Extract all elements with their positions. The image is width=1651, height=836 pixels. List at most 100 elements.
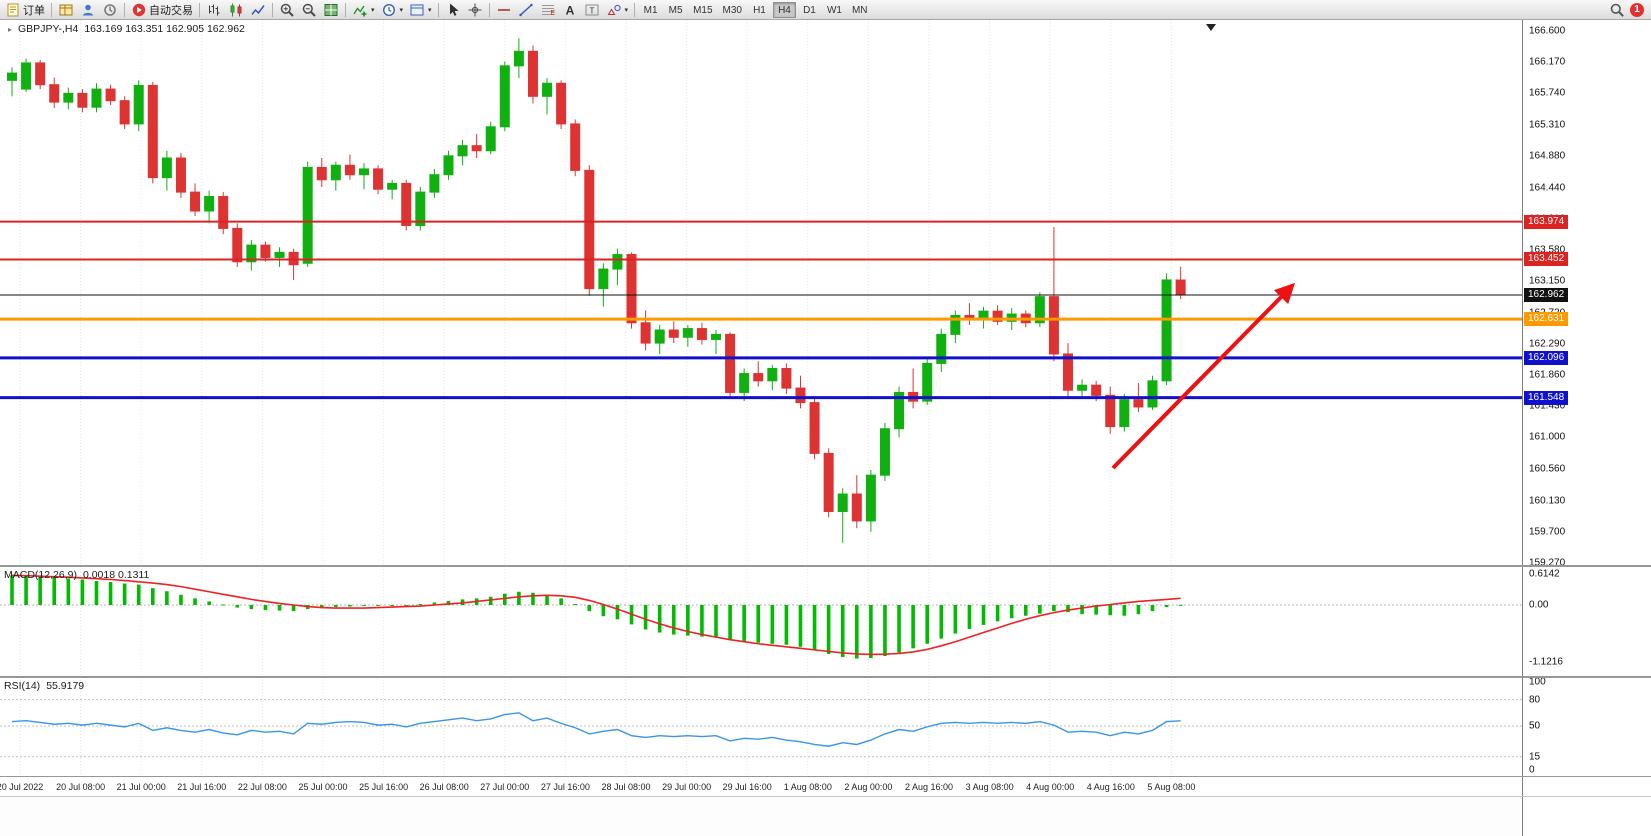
price-axis-label: 165.310 (1529, 119, 1566, 131)
templates-button[interactable]: ▾ (406, 1, 435, 19)
trendline-button[interactable] (515, 1, 537, 19)
candle-body (91, 88, 102, 108)
timeframe-h4-button[interactable]: H4 (772, 1, 796, 18)
line-chart-icon (250, 2, 266, 18)
tile-windows-button[interactable] (320, 1, 342, 19)
price-axis-label: 166.600 (1529, 25, 1566, 37)
candlestick-chart-button[interactable] (225, 1, 247, 19)
candle-body (894, 391, 905, 430)
vertical-gridlines (19, 566, 1172, 676)
candle-body (1077, 384, 1088, 391)
line-chart-button[interactable] (247, 1, 269, 19)
cursor-button[interactable] (442, 1, 464, 19)
notification-badge[interactable]: 1 (1630, 2, 1644, 17)
time-axis-label: 25 Jul 00:00 (298, 782, 348, 792)
candle-body (344, 164, 355, 176)
candle-body (260, 244, 271, 258)
scroll-to-end-marker-icon[interactable] (1206, 24, 1216, 31)
indicators-icon (352, 2, 368, 18)
periods-button[interactable]: ▾ (378, 1, 407, 19)
charts-button[interactable] (55, 1, 77, 19)
candle-body (457, 145, 468, 157)
text-icon: A (562, 2, 578, 18)
time-axis-label: 20 Jul 2022 (0, 782, 44, 792)
candle-body (1133, 399, 1144, 408)
macd-svg (0, 566, 1522, 676)
zoom-out-button[interactable] (298, 1, 320, 19)
timeframe-m5-button[interactable]: M5 (668, 4, 683, 16)
price-tag-162.631: 162.631 (1524, 312, 1569, 327)
zoom-in-button[interactable] (276, 1, 298, 19)
timeframe-h1-button[interactable]: H1 (753, 4, 766, 16)
ohlc-values: 163.169 163.351 162.905 162.962 (84, 23, 245, 35)
time-axis[interactable]: 20 Jul 2022 20 Jul 08:00 21 Jul 00:00 21 Ju… (0, 777, 1522, 796)
panel-splitter[interactable] (0, 565, 1651, 567)
candle-body (781, 367, 792, 389)
trend-arrow[interactable] (1111, 282, 1296, 470)
macd-axis-label: 0.00 (1529, 599, 1549, 611)
crosshair-button[interactable] (464, 1, 486, 19)
time-axis-label: 5 Aug 08:00 (1147, 782, 1196, 792)
candle-body (598, 268, 609, 290)
timeframe-m15-button[interactable]: M15 (693, 4, 713, 16)
timeframe-m1-button[interactable]: M1 (643, 4, 658, 16)
price-chart-svg[interactable] (0, 20, 1522, 566)
time-axis-label: 20 Jul 08:00 (56, 782, 106, 792)
profile-icon (80, 2, 96, 18)
macd-histogram (10, 575, 1183, 659)
macd-header: MACD(12,26,9) 0.0018 0.1311 (4, 569, 149, 581)
price-tag-162.096: 162.096 (1524, 350, 1569, 365)
price-axis-label: 161.860 (1529, 369, 1566, 381)
candle-body (35, 62, 46, 86)
candle-body (443, 155, 454, 176)
text-label-button[interactable]: T (581, 1, 603, 19)
candle-body (218, 195, 229, 229)
candle-body (668, 329, 679, 338)
refresh-button[interactable] (99, 1, 121, 19)
toolbar-separator (345, 2, 346, 17)
svg-text:E: E (550, 10, 555, 17)
panel-splitter[interactable] (0, 676, 1651, 678)
bottom-strip (0, 797, 1651, 836)
candle-body (626, 254, 637, 324)
price-axis-label: 166.170 (1529, 56, 1566, 68)
candle-body (373, 168, 384, 190)
search-icon[interactable] (1609, 2, 1625, 18)
rsi-line (11, 712, 1181, 747)
candle-body (429, 174, 440, 193)
timeframe-d1-button[interactable]: D1 (803, 4, 816, 16)
price-axis-label: 164.880 (1529, 150, 1566, 162)
candle-body (809, 402, 820, 454)
price-tag-163.974: 163.974 (1524, 214, 1569, 229)
one-click-trading-toggle[interactable]: ▸ (8, 24, 13, 34)
candle-body (879, 428, 890, 476)
candle-body (147, 84, 158, 179)
auto-trading-button[interactable]: 自动交易 (128, 1, 196, 19)
bar-chart-button[interactable] (203, 1, 225, 19)
zoom-out-icon (301, 2, 317, 18)
timeframe-w1-button[interactable]: W1 (826, 4, 842, 16)
dropdown-caret-icon: ▾ (624, 6, 629, 14)
candle-body (499, 65, 510, 128)
rsi-panel[interactable]: RSI(14) 55.9179 (0, 677, 1522, 776)
indicators-button[interactable]: ▾ (349, 1, 378, 19)
new-order-button[interactable]: 订单 (2, 1, 48, 19)
periods-icon (381, 2, 397, 18)
macd-panel[interactable]: MACD(12,26,9) 0.0018 0.1311 (0, 566, 1522, 676)
timeframe-mn-button[interactable]: MN (851, 4, 868, 16)
candle-body (682, 328, 693, 338)
price-scale[interactable]: 166.600 166.170 165.740 165.310 164.880 164.4… (1522, 20, 1651, 836)
rsi-svg (0, 677, 1522, 776)
profile-button[interactable] (77, 1, 99, 19)
candle-body (570, 123, 581, 171)
horizontal-line-button[interactable] (493, 1, 515, 19)
price-chart-panel[interactable]: ▸ GBPJPY-,H4 163.169 163.351 162.905 162… (0, 20, 1522, 566)
arrows-button[interactable]: ▾ (603, 1, 632, 19)
rsi-axis-label: 80 (1529, 694, 1541, 706)
candle-body (246, 244, 257, 263)
macd-axis-label: -1.1216 (1529, 656, 1563, 668)
timeframe-m30-button[interactable]: M30 (722, 4, 742, 16)
text-button[interactable]: A (559, 1, 581, 19)
dropdown-caret-icon: ▾ (399, 6, 404, 14)
fibonacci-button[interactable]: E (537, 1, 559, 19)
